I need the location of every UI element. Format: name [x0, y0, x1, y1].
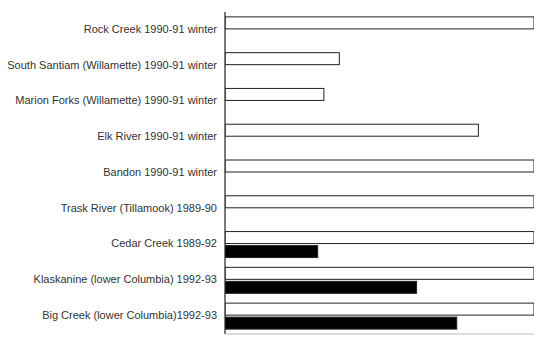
y-tick-label: Elk River 1990-91 winter: [97, 130, 217, 142]
bar: [225, 232, 534, 244]
y-tick-label: Marion Forks (Willamette) 1990-91 winter: [15, 94, 217, 106]
y-tick-label: Rock Creek 1990-91 winter: [84, 23, 218, 35]
bar: [225, 124, 478, 136]
y-axis-line: [224, 12, 225, 334]
chart-svg: Rock Creek 1990-91 winter South Santiam (…: [0, 0, 550, 350]
y-tick-label: Trask River (Tillamook) 1989-90: [61, 202, 217, 214]
y-tick-label: Klaskanine (lower Columbia) 1992-93: [34, 273, 217, 285]
bar: [225, 317, 457, 329]
x-axis-line: [225, 334, 534, 335]
bar: [225, 17, 534, 29]
page: {"chart_data": {"type": "bar", "orientat…: [0, 0, 550, 350]
bar: [225, 53, 339, 65]
y-tick-label: South Santiam (Willamette) 1990-91 winte…: [7, 59, 217, 71]
y-tick-label: Cedar Creek 1989-92: [111, 237, 217, 249]
bar: [225, 160, 534, 172]
bar: [225, 246, 318, 258]
y-tick-label: Bandon 1990-91 winter: [103, 166, 217, 178]
bar: [225, 88, 324, 100]
bar: [225, 281, 417, 293]
y-tick-labels: Rock Creek 1990-91 winter South Santiam (…: [7, 23, 217, 321]
bar: [225, 303, 534, 315]
axes: [225, 12, 534, 334]
bar: [225, 267, 534, 279]
chart-container: Rock Creek 1990-91 winter South Santiam (…: [0, 0, 550, 350]
y-tick-label: Big Creek (lower Columbia)1992-93: [42, 309, 217, 321]
bars: [225, 17, 534, 329]
bar: [225, 196, 534, 208]
